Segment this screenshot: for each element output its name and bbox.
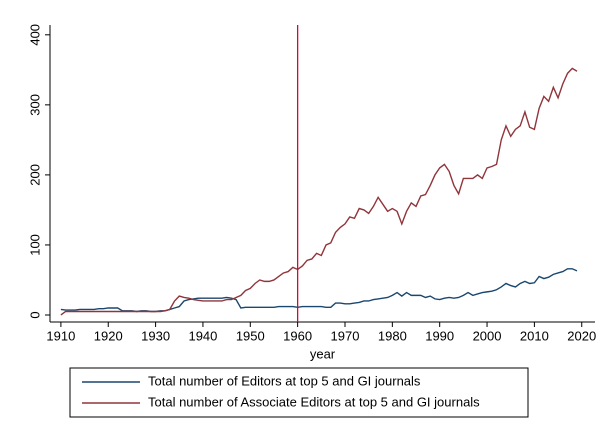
- x-axis-title: year: [310, 346, 336, 361]
- x-tick-label: 1930: [141, 328, 170, 343]
- data-line: [60, 67, 578, 316]
- legend-box: [69, 367, 529, 418]
- x-tick-label: 1950: [236, 328, 265, 343]
- x-tick-label: 1980: [378, 328, 407, 343]
- x-tick-label: 2010: [520, 328, 549, 343]
- y-tick-label: 400: [27, 24, 42, 46]
- x-tick-label: 1920: [94, 328, 123, 343]
- x-tick-label: 1960: [283, 328, 312, 343]
- legend-label: Total number of Associate Editors at top…: [148, 394, 480, 409]
- x-tick-label: 2020: [567, 328, 596, 343]
- x-tick-label: 1990: [425, 328, 454, 343]
- x-tick-label: 1910: [46, 328, 75, 343]
- y-tick-label: 0: [27, 311, 42, 318]
- legend-label: Total number of Editors at top 5 and GI …: [148, 373, 421, 388]
- y-tick-label: 300: [27, 94, 42, 116]
- data-line: [60, 268, 578, 313]
- x-tick-label: 1940: [188, 328, 217, 343]
- y-tick-label: 200: [27, 164, 42, 186]
- y-tick-label: 100: [27, 234, 42, 256]
- x-tick-label: 2000: [473, 328, 502, 343]
- x-tick-label: 1970: [331, 328, 360, 343]
